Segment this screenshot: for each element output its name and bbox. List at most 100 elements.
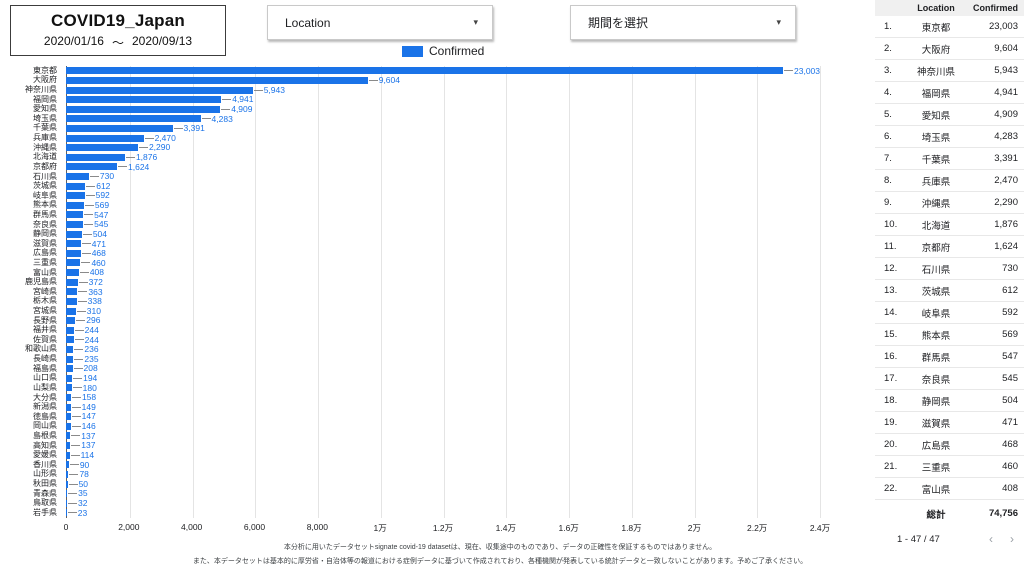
bar-row: 鳥取県 32	[0, 498, 866, 508]
gridline	[129, 66, 131, 518]
bar-row: 山形県 78	[0, 470, 866, 480]
confirmed-bar[interactable]	[66, 403, 71, 411]
confirmed-bar[interactable]	[66, 269, 79, 277]
confirmed-bar[interactable]	[66, 384, 72, 392]
table-row: 6. 埼玉県 4,283	[875, 126, 1024, 148]
row-rank: 9.	[884, 197, 892, 208]
value-label: 23	[77, 507, 88, 518]
confirmed-bar[interactable]	[66, 259, 81, 267]
confirmed-bar[interactable]	[66, 96, 222, 104]
bar-track: 310	[66, 307, 820, 316]
prefecture-label: 京都府	[33, 161, 57, 171]
confirmed-bar[interactable]	[66, 201, 84, 209]
prefecture-label: 長野県	[33, 315, 57, 325]
location-dropdown[interactable]: Location ▾	[267, 5, 493, 40]
plot-area	[66, 66, 821, 518]
confirmed-bar[interactable]	[66, 278, 78, 286]
prefecture-label: 山梨県	[33, 382, 57, 392]
confirmed-bar[interactable]	[66, 499, 67, 507]
row-confirmed: 547	[1002, 351, 1018, 362]
row-rank: 3.	[884, 65, 892, 76]
confirmed-bar[interactable]	[66, 67, 783, 75]
confirmed-bar[interactable]	[66, 163, 118, 171]
bar-row: 京都府 1,624	[0, 162, 866, 172]
row-location: 兵庫県	[921, 176, 951, 188]
prev-page-icon[interactable]: ‹	[989, 532, 993, 546]
row-location: 奈良県	[921, 374, 951, 386]
table-row: 5. 愛知県 4,909	[875, 104, 1024, 126]
row-confirmed: 460	[1002, 461, 1018, 472]
confirmed-bar[interactable]	[66, 182, 86, 190]
confirmed-bar[interactable]	[66, 307, 76, 315]
row-rank: 20.	[884, 439, 898, 450]
bar-row: 長崎県 235	[0, 354, 866, 364]
confirmed-bar[interactable]	[66, 355, 74, 363]
confirmed-bar[interactable]	[66, 345, 74, 353]
table-row: 4. 福岡県 4,941	[875, 82, 1024, 104]
confirmed-bar[interactable]	[66, 173, 89, 180]
gridline	[192, 66, 194, 518]
table-row: 13. 茨城県 612	[875, 280, 1024, 302]
confirmed-bar[interactable]	[66, 374, 73, 382]
prefecture-label: 愛知県	[33, 104, 57, 114]
confirmed-bar[interactable]	[66, 115, 201, 123]
confirmed-bar[interactable]	[66, 317, 76, 325]
confirmed-bar[interactable]	[66, 470, 69, 478]
table-row: 10. 北海道 1,876	[875, 214, 1024, 236]
leader-line	[81, 243, 91, 245]
confirmed-bar[interactable]	[66, 76, 368, 84]
period-dropdown-label: 期間を選択	[588, 16, 649, 30]
x-axis-tick-label: 1.4万	[495, 523, 516, 533]
confirmed-bar[interactable]	[66, 461, 69, 469]
confirmed-bar[interactable]	[66, 442, 71, 450]
confirmed-bar[interactable]	[66, 124, 173, 132]
bar-track: 592	[66, 191, 820, 200]
confirmed-bar[interactable]	[66, 490, 68, 498]
value-label: 569	[94, 200, 110, 211]
confirmed-bar[interactable]	[66, 249, 81, 257]
confirmed-bar[interactable]	[66, 288, 78, 296]
row-location: 滋賀県	[921, 418, 951, 430]
confirmed-bar[interactable]	[66, 451, 70, 459]
confirmed-bar[interactable]	[66, 105, 221, 113]
confirmed-bar[interactable]	[66, 192, 85, 200]
next-page-icon[interactable]: ›	[1010, 532, 1014, 546]
confirmed-bar[interactable]	[66, 240, 81, 248]
confirmed-bar[interactable]	[66, 422, 71, 430]
confirmed-bar[interactable]	[66, 432, 71, 440]
confirmed-bar[interactable]	[66, 86, 253, 94]
confirmed-bar[interactable]	[66, 211, 84, 219]
confirmed-bar[interactable]	[66, 230, 82, 238]
bar-row: 茨城県 612	[0, 181, 866, 191]
row-confirmed: 4,283	[994, 131, 1018, 142]
confirmed-bar[interactable]	[66, 134, 144, 142]
disclaimer-line-2: また、本データセットは基本的に厚労省・自治体等の報道における症例データに基づいて…	[192, 558, 808, 565]
prefecture-label: 大分県	[33, 392, 57, 402]
confirmed-bar[interactable]	[66, 509, 67, 517]
row-location: 東京都	[921, 22, 951, 34]
leader-line	[78, 281, 88, 283]
leader-line	[86, 185, 96, 187]
confirmed-bar[interactable]	[66, 480, 68, 488]
bar-row: 宮城県 310	[0, 306, 866, 316]
bar-track: 2,470	[66, 134, 820, 143]
gridline	[820, 66, 821, 518]
table-total-row: 総計 74,756	[875, 500, 1024, 527]
confirmed-bar[interactable]	[66, 297, 77, 305]
bar-track: 5,943	[66, 86, 820, 95]
gridline	[694, 66, 696, 518]
period-dropdown[interactable]: 期間を選択 ▾	[570, 5, 796, 40]
gridline	[569, 66, 570, 518]
bar-row: 大分県 158	[0, 393, 866, 403]
confirmed-bar[interactable]	[66, 221, 84, 229]
confirmed-bar[interactable]	[66, 144, 138, 152]
confirmed-bar[interactable]	[66, 365, 73, 373]
confirmed-bar[interactable]	[66, 153, 125, 161]
confirmed-bar[interactable]	[66, 413, 71, 421]
confirmed-bar[interactable]	[66, 336, 74, 344]
bar-row: 奈良県 545	[0, 220, 866, 230]
confirmed-bar[interactable]	[66, 326, 74, 334]
disclaimer-line-1: 本分析に用いたデータセットsignate covid-19 datasetは、現…	[283, 544, 717, 551]
confirmed-bar[interactable]	[66, 394, 71, 402]
prefecture-label: 熊本県	[33, 200, 57, 210]
